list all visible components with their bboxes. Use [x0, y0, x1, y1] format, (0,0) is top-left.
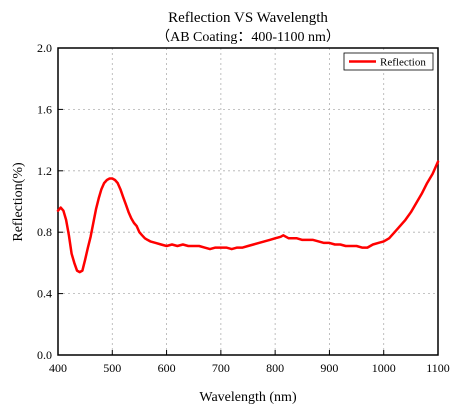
x-tick-label: 600	[158, 361, 176, 375]
series-layer	[56, 160, 440, 274]
y-tick-label: 1.6	[37, 102, 52, 116]
x-tick-label: 1100	[426, 361, 450, 375]
x-tick-label: 400	[49, 361, 67, 375]
y-tick-label: 2.0	[37, 41, 52, 55]
y-tick-label: 1.2	[37, 164, 52, 178]
x-tick-label: 700	[212, 361, 230, 375]
y-tick-label: 0.8	[37, 225, 52, 239]
legend: Reflection	[343, 52, 434, 71]
y-tick-label: 0.4	[37, 287, 52, 301]
x-tick-label: 500	[103, 361, 121, 375]
x-tick-label: 900	[320, 361, 338, 375]
axis-ticks: 400 500 600 700 800 900 1000 1100 0.0 0.4 0.8 1.2 1.…	[37, 41, 450, 375]
plot-frame	[57, 47, 439, 356]
chart-title: Reflection VS Wavelength	[168, 10, 328, 26]
grid	[58, 48, 438, 355]
x-tick-label: 1000	[372, 361, 396, 375]
x-tick-label: 800	[266, 361, 284, 375]
chart-subtitle: （AB Coating：400-1100 nm）	[156, 29, 340, 45]
y-tick-label: 0.0	[37, 348, 52, 362]
legend-box	[343, 52, 434, 71]
y-axis-label: Reflection(%)	[11, 162, 26, 242]
legend-label: Reflection	[380, 57, 426, 69]
x-axis-label: Wavelength (nm)	[199, 390, 297, 405]
series-line-reflection	[56, 160, 440, 274]
